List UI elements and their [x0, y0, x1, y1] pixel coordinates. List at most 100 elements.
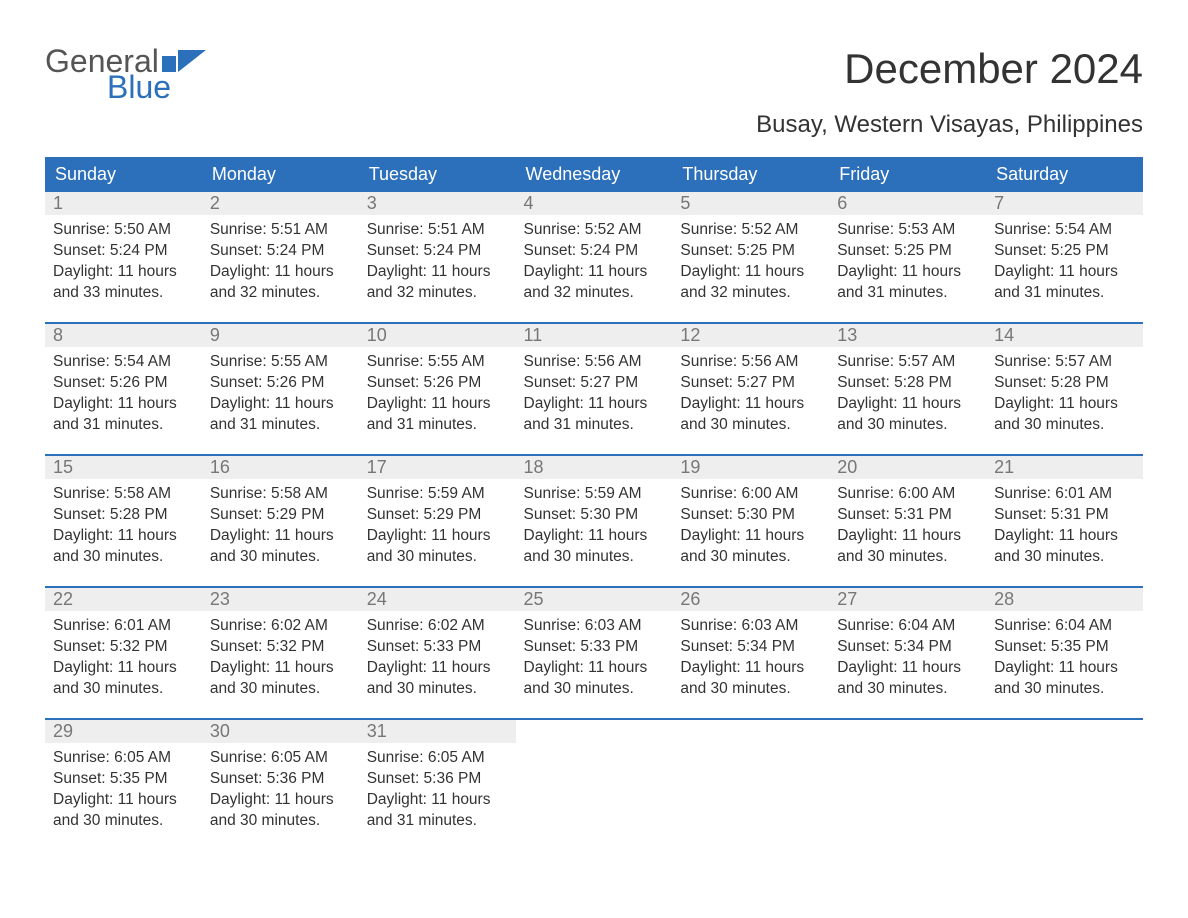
sunset-line: Sunset: 5:25 PM: [680, 241, 821, 262]
daylight-line: Daylight: 11 hours: [680, 526, 821, 547]
day-number: 22: [45, 588, 202, 611]
day-number: 5: [672, 192, 829, 215]
daylight-line: and 30 minutes.: [53, 679, 194, 700]
day-details: Sunrise: 5:58 AMSunset: 5:29 PMDaylight:…: [202, 479, 359, 578]
daylight-line: and 30 minutes.: [680, 547, 821, 568]
daylight-line: Daylight: 11 hours: [53, 394, 194, 415]
calendar-day-cell: 16Sunrise: 5:58 AMSunset: 5:29 PMDayligh…: [202, 456, 359, 587]
calendar-day-cell: 25Sunrise: 6:03 AMSunset: 5:33 PMDayligh…: [516, 588, 673, 719]
sunset-line: Sunset: 5:25 PM: [837, 241, 978, 262]
daylight-line: Daylight: 11 hours: [524, 658, 665, 679]
calendar-day-cell: [672, 720, 829, 850]
sunrise-line: Sunrise: 5:57 AM: [994, 352, 1135, 373]
daylight-line: Daylight: 11 hours: [680, 262, 821, 283]
daylight-line: and 30 minutes.: [53, 811, 194, 832]
daylight-line: Daylight: 11 hours: [837, 394, 978, 415]
sunrise-line: Sunrise: 6:02 AM: [210, 616, 351, 637]
day-number: 3: [359, 192, 516, 215]
calendar-day-cell: 9Sunrise: 5:55 AMSunset: 5:26 PMDaylight…: [202, 324, 359, 455]
daylight-line: and 31 minutes.: [367, 811, 508, 832]
day-number: 1: [45, 192, 202, 215]
daylight-line: and 30 minutes.: [837, 547, 978, 568]
sunset-line: Sunset: 5:26 PM: [53, 373, 194, 394]
day-number: 2: [202, 192, 359, 215]
sunrise-line: Sunrise: 5:53 AM: [837, 220, 978, 241]
daylight-line: Daylight: 11 hours: [367, 394, 508, 415]
sunrise-line: Sunrise: 5:57 AM: [837, 352, 978, 373]
daylight-line: and 30 minutes.: [210, 679, 351, 700]
calendar-day-cell: 24Sunrise: 6:02 AMSunset: 5:33 PMDayligh…: [359, 588, 516, 719]
day-details: Sunrise: 6:04 AMSunset: 5:34 PMDaylight:…: [829, 611, 986, 710]
sunrise-line: Sunrise: 5:56 AM: [680, 352, 821, 373]
sunrise-line: Sunrise: 6:04 AM: [994, 616, 1135, 637]
calendar-day-cell: 29Sunrise: 6:05 AMSunset: 5:35 PMDayligh…: [45, 720, 202, 850]
column-header: Sunday: [45, 157, 202, 192]
daylight-line: and 31 minutes.: [210, 415, 351, 436]
sunrise-line: Sunrise: 5:54 AM: [53, 352, 194, 373]
calendar-day-cell: 26Sunrise: 6:03 AMSunset: 5:34 PMDayligh…: [672, 588, 829, 719]
daylight-line: Daylight: 11 hours: [837, 526, 978, 547]
day-number: 10: [359, 324, 516, 347]
daylight-line: and 30 minutes.: [994, 547, 1135, 568]
day-number: 31: [359, 720, 516, 743]
sunrise-line: Sunrise: 6:05 AM: [53, 748, 194, 769]
day-details: Sunrise: 6:00 AMSunset: 5:30 PMDaylight:…: [672, 479, 829, 578]
daylight-line: Daylight: 11 hours: [367, 262, 508, 283]
day-number: 21: [986, 456, 1143, 479]
daylight-line: and 31 minutes.: [367, 415, 508, 436]
sunset-line: Sunset: 5:33 PM: [524, 637, 665, 658]
sunset-line: Sunset: 5:29 PM: [367, 505, 508, 526]
logo: General Blue: [45, 45, 206, 103]
day-number: 30: [202, 720, 359, 743]
sunrise-line: Sunrise: 5:59 AM: [367, 484, 508, 505]
day-details: Sunrise: 6:04 AMSunset: 5:35 PMDaylight:…: [986, 611, 1143, 710]
daylight-line: Daylight: 11 hours: [53, 526, 194, 547]
day-details: Sunrise: 5:52 AMSunset: 5:24 PMDaylight:…: [516, 215, 673, 314]
day-details: Sunrise: 6:01 AMSunset: 5:32 PMDaylight:…: [45, 611, 202, 710]
sunrise-line: Sunrise: 6:03 AM: [524, 616, 665, 637]
sunset-line: Sunset: 5:30 PM: [524, 505, 665, 526]
column-header: Saturday: [986, 157, 1143, 192]
sunset-line: Sunset: 5:27 PM: [524, 373, 665, 394]
daylight-line: Daylight: 11 hours: [210, 394, 351, 415]
calendar-day-cell: 3Sunrise: 5:51 AMSunset: 5:24 PMDaylight…: [359, 192, 516, 323]
day-details: Sunrise: 6:05 AMSunset: 5:35 PMDaylight:…: [45, 743, 202, 842]
day-number: 24: [359, 588, 516, 611]
daylight-line: Daylight: 11 hours: [994, 526, 1135, 547]
daylight-line: Daylight: 11 hours: [53, 790, 194, 811]
daylight-line: Daylight: 11 hours: [367, 790, 508, 811]
sunrise-line: Sunrise: 5:51 AM: [210, 220, 351, 241]
daylight-line: and 30 minutes.: [367, 547, 508, 568]
daylight-line: and 30 minutes.: [524, 679, 665, 700]
daylight-line: Daylight: 11 hours: [837, 262, 978, 283]
daylight-line: Daylight: 11 hours: [994, 394, 1135, 415]
day-number: 19: [672, 456, 829, 479]
day-details: Sunrise: 6:05 AMSunset: 5:36 PMDaylight:…: [359, 743, 516, 842]
day-details: Sunrise: 5:56 AMSunset: 5:27 PMDaylight:…: [516, 347, 673, 446]
column-header: Monday: [202, 157, 359, 192]
sunrise-line: Sunrise: 6:00 AM: [837, 484, 978, 505]
calendar-header-row: SundayMondayTuesdayWednesdayThursdayFrid…: [45, 157, 1143, 192]
daylight-line: Daylight: 11 hours: [210, 526, 351, 547]
calendar-day-cell: 20Sunrise: 6:00 AMSunset: 5:31 PMDayligh…: [829, 456, 986, 587]
daylight-line: and 32 minutes.: [210, 283, 351, 304]
calendar-week-row: 1Sunrise: 5:50 AMSunset: 5:24 PMDaylight…: [45, 192, 1143, 323]
day-details: Sunrise: 6:01 AMSunset: 5:31 PMDaylight:…: [986, 479, 1143, 578]
day-details: Sunrise: 5:51 AMSunset: 5:24 PMDaylight:…: [359, 215, 516, 314]
daylight-line: and 31 minutes.: [837, 283, 978, 304]
sunrise-line: Sunrise: 6:05 AM: [367, 748, 508, 769]
sunset-line: Sunset: 5:24 PM: [367, 241, 508, 262]
calendar-day-cell: 28Sunrise: 6:04 AMSunset: 5:35 PMDayligh…: [986, 588, 1143, 719]
day-number: 26: [672, 588, 829, 611]
sunrise-line: Sunrise: 6:01 AM: [994, 484, 1135, 505]
sunrise-line: Sunrise: 5:55 AM: [367, 352, 508, 373]
sunrise-line: Sunrise: 5:50 AM: [53, 220, 194, 241]
sunset-line: Sunset: 5:25 PM: [994, 241, 1135, 262]
day-number: 7: [986, 192, 1143, 215]
day-details: Sunrise: 5:56 AMSunset: 5:27 PMDaylight:…: [672, 347, 829, 446]
sunset-line: Sunset: 5:36 PM: [367, 769, 508, 790]
daylight-line: Daylight: 11 hours: [994, 658, 1135, 679]
day-details: Sunrise: 5:51 AMSunset: 5:24 PMDaylight:…: [202, 215, 359, 314]
daylight-line: and 30 minutes.: [994, 415, 1135, 436]
day-details: Sunrise: 5:57 AMSunset: 5:28 PMDaylight:…: [986, 347, 1143, 446]
